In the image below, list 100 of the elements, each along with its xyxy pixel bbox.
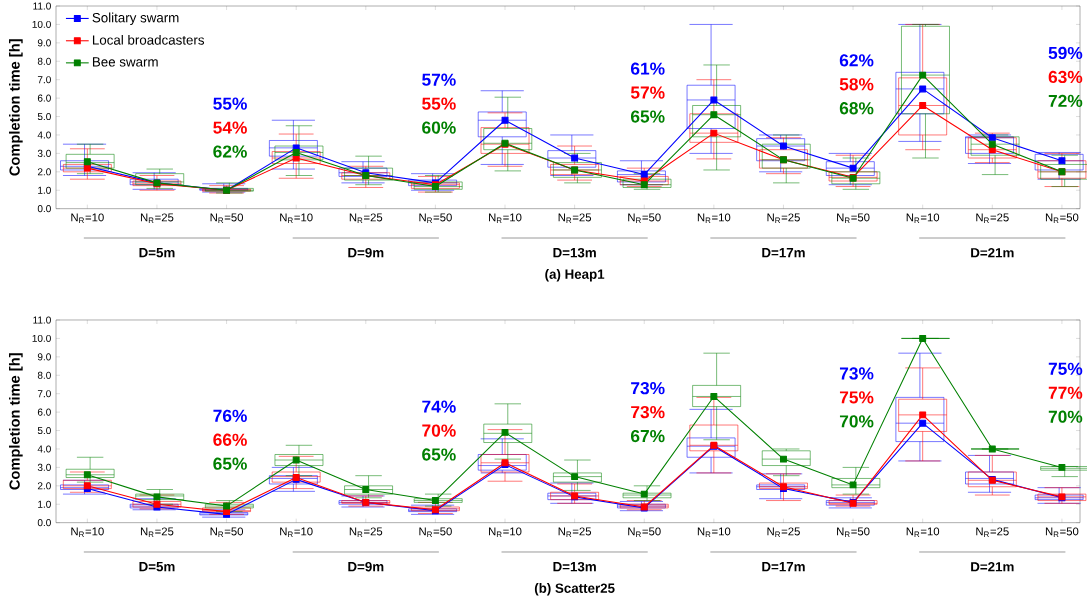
x-tick-label: N$_{R}$=10 [697, 527, 731, 538]
x-tick-label: N$_{R}$=50 [837, 213, 870, 224]
x-tick-label: N$_{R}$=25 [140, 213, 174, 224]
y-tick-label: 11.0 [33, 316, 51, 324]
x-tick-label: N$_{R}$=10 [280, 527, 313, 538]
annotation: 77% [1048, 386, 1083, 399]
annotation: 65% [631, 110, 665, 123]
y-tick-label: 7.0 [37, 390, 51, 398]
annotation: 73% [631, 382, 665, 395]
text: D=21m [971, 562, 1014, 572]
y-tick-label: 6.0 [37, 408, 51, 416]
y-tick-label: 8.0 [37, 371, 51, 379]
annotation: 65% [213, 457, 247, 470]
annotation: 75% [839, 391, 874, 404]
y-tick-label: 1.0 [38, 500, 51, 508]
x-tick-label: N$_{R}$=25 [558, 527, 592, 538]
y-tick-label: 5.0 [37, 427, 51, 435]
text: D=9m [348, 247, 384, 258]
y-tick-label: 10.0 [32, 334, 51, 342]
annotation: 61% [631, 62, 665, 75]
y-tick-label: 8.0 [37, 57, 51, 65]
annotation: 59% [1048, 46, 1083, 60]
y-tick-label: 3.0 [37, 463, 51, 471]
annotation: 74% [422, 400, 456, 413]
x-tick-label: N$_{R}$=50 [210, 527, 244, 538]
x-tick-label: N$_{R}$=25 [767, 213, 800, 224]
x-tick-label: N$_{R}$=10 [71, 527, 104, 538]
x-tick-label: N$_{R}$=10 [489, 527, 522, 538]
x-tick-label: N$_{R}$=50 [1045, 213, 1079, 224]
y-tick-label: 9.0 [37, 353, 51, 361]
x-tick-label: N$_{R}$=10 [906, 527, 940, 538]
annotation: 72% [1048, 94, 1083, 107]
y-tick-label: 7.0 [37, 76, 51, 84]
annotation: 62% [839, 54, 874, 67]
x-tick-label: N$_{R}$=50 [1045, 527, 1079, 538]
x-tick-label: N$_{R}$=25 [558, 213, 592, 224]
y-tick-label: 2.0 [37, 482, 51, 490]
annotation: 68% [839, 102, 874, 115]
y-axis-title: Completion time [h] [9, 39, 23, 176]
x-tick-label: N$_{R}$=25 [976, 213, 1009, 224]
annotation: 70% [839, 415, 874, 428]
text: D=13m [553, 561, 596, 572]
x-tick-label: N$_{R}$=25 [767, 527, 800, 538]
annotation: 76% [213, 409, 247, 422]
x-tick-label: N$_{R}$=50 [628, 213, 661, 224]
y-tick-label: 10.0 [32, 20, 51, 28]
text: D=5m [139, 562, 175, 572]
text: D=13m [553, 247, 596, 258]
text: D=17m [762, 248, 805, 258]
annotation: 55% [213, 97, 247, 110]
y-tick-label: 11.0 [33, 2, 51, 10]
annotation: 57% [422, 73, 456, 86]
y-tick-label: 9.0 [37, 39, 51, 47]
annotation: 70% [422, 424, 456, 437]
annotation: 60% [422, 121, 456, 134]
legend-label: Local broadcasters [92, 34, 205, 45]
text: D=5m [139, 248, 175, 258]
y-tick-label: 4.0 [37, 131, 51, 139]
legend-label: Solitary swarm [92, 12, 179, 26]
y-tick-label: 3.0 [37, 149, 51, 157]
x-tick-label: N$_{R}$=50 [419, 527, 452, 538]
annotation: 57% [630, 86, 665, 99]
y-tick-label: 0.0 [37, 519, 51, 527]
annotation: 58% [839, 78, 874, 91]
x-tick-label: N$_{R}$=25 [140, 527, 174, 538]
annotation: 73% [839, 367, 874, 380]
text: (a) Heap1 [545, 269, 605, 282]
x-tick-label: N$_{R}$=50 [628, 527, 661, 538]
y-tick-label: 0.0 [37, 205, 51, 213]
x-tick-label: N$_{R}$=10 [280, 213, 313, 224]
annotation: 54% [213, 121, 247, 134]
x-tick-label: N$_{R}$=50 [419, 213, 452, 224]
text: D=17m [762, 562, 805, 572]
x-tick-label: N$_{R}$=10 [71, 213, 104, 224]
y-tick-label: 1.0 [38, 186, 51, 194]
y-axis-title: Completion time [h] [9, 353, 23, 490]
legend-label: Bee swarm [92, 57, 158, 67]
annotation: 55% [422, 97, 456, 110]
annotation: 66% [213, 433, 247, 446]
y-tick-label: 4.0 [37, 445, 51, 453]
y-tick-label: 2.0 [37, 168, 51, 176]
x-tick-label: N$_{R}$=25 [349, 213, 383, 224]
x-tick-label: N$_{R}$=10 [489, 213, 522, 224]
annotation: 75% [1048, 362, 1083, 375]
x-tick-label: N$_{R}$=10 [697, 213, 731, 224]
text: D=21m [971, 248, 1014, 258]
text: D=9m [348, 561, 384, 572]
x-tick-label: N$_{R}$=50 [210, 213, 244, 224]
x-tick-label: N$_{R}$=50 [837, 527, 870, 538]
x-tick-label: N$_{R}$=10 [906, 213, 940, 224]
annotation: 73% [631, 405, 665, 419]
x-tick-label: N$_{R}$=25 [349, 527, 383, 538]
x-tick-label: N$_{R}$=25 [976, 527, 1009, 538]
annotation: 62% [213, 145, 247, 158]
annotation: 63% [1048, 70, 1083, 84]
y-tick-label: 5.0 [37, 113, 51, 121]
annotation: 67% [631, 429, 665, 443]
annotation: 65% [422, 448, 456, 461]
annotation: 70% [1048, 410, 1083, 423]
text: (b) Scatter25 [534, 583, 615, 596]
